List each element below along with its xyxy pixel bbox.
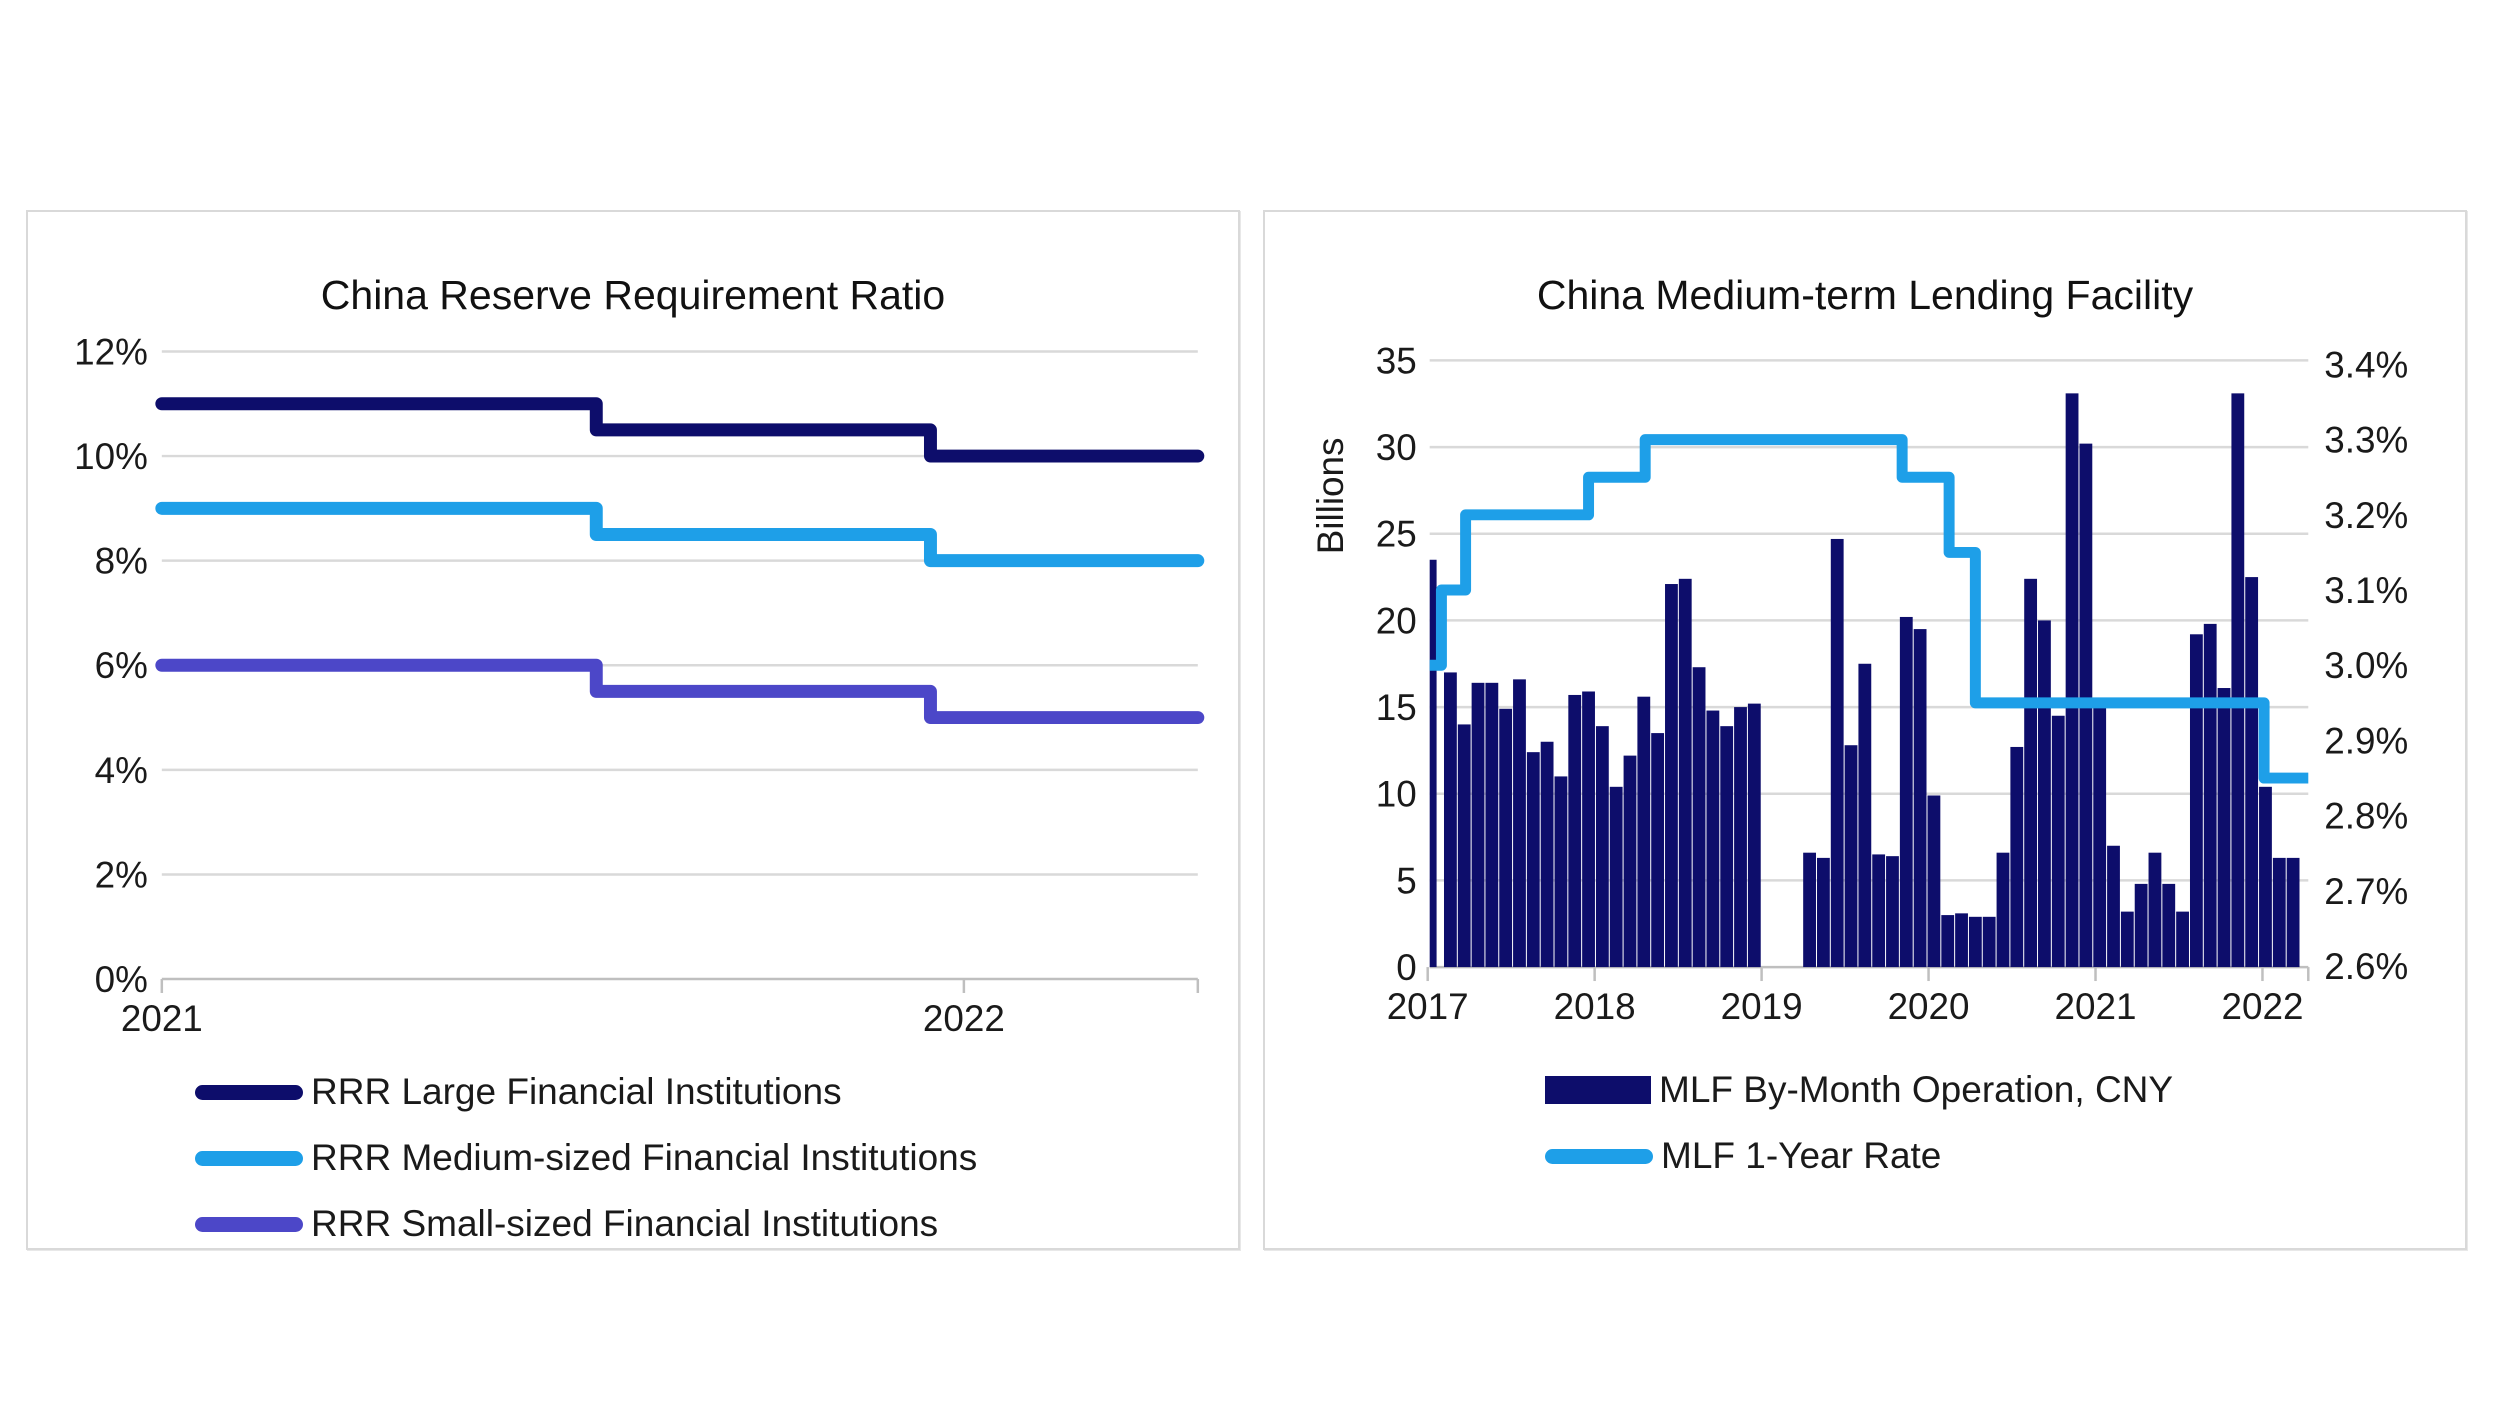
svg-text:30: 30 <box>1376 427 1417 468</box>
svg-text:2.8%: 2.8% <box>2324 796 2408 837</box>
svg-text:3.3%: 3.3% <box>2324 420 2408 461</box>
rrr-medium-legend-label: RRR Medium-sized Financial Institutions <box>311 1137 978 1178</box>
svg-text:10: 10 <box>1376 774 1417 815</box>
svg-text:2021: 2021 <box>2055 986 2137 1027</box>
svg-text:12%: 12% <box>74 331 148 372</box>
svg-text:3.0%: 3.0% <box>2324 645 2408 686</box>
svg-text:15: 15 <box>1376 687 1417 728</box>
mlf-bar-swatch-icon <box>1545 1076 1651 1104</box>
svg-text:20: 20 <box>1376 600 1417 641</box>
svg-text:6%: 6% <box>95 645 148 686</box>
svg-text:2020: 2020 <box>1888 986 1970 1027</box>
svg-text:2.6%: 2.6% <box>2324 946 2408 987</box>
svg-text:0: 0 <box>1396 947 1417 988</box>
svg-text:0%: 0% <box>95 959 148 1000</box>
svg-text:8%: 8% <box>95 541 148 582</box>
legend-row-rrr-medium: RRR Medium-sized Financial Institutions <box>195 1137 978 1178</box>
legend-row-rrr-small: RRR Small-sized Financial Institutions <box>195 1203 977 1244</box>
mlf-legend: MLF By-Month Operation, CNY MLF 1-Year R… <box>1545 1069 2174 1202</box>
legend-row-mlf-bars: MLF By-Month Operation, CNY <box>1545 1069 2174 1110</box>
svg-text:10%: 10% <box>74 436 148 477</box>
svg-text:2022: 2022 <box>923 998 1005 1039</box>
mlf-chart-title: China Medium-term Lending Facility <box>1536 272 2194 318</box>
rrr-small-line-swatch-icon <box>195 1216 303 1232</box>
svg-text:2021: 2021 <box>121 998 203 1039</box>
svg-text:2017: 2017 <box>1387 986 1469 1027</box>
mlf-plot-area: 35 30 25 20 15 10 5 0 3.4% 3.3% 3.2% 3.1% 3.0% 2.9% 2.… <box>1310 340 2408 1027</box>
svg-text:4%: 4% <box>95 750 148 791</box>
rrr-legend: RRR Large Financial Institutions RRR Med… <box>195 1071 978 1270</box>
svg-text:2.7%: 2.7% <box>2324 871 2408 912</box>
svg-text:3.1%: 3.1% <box>2324 570 2408 611</box>
mlf-rate-legend-label: MLF 1-Year Rate <box>1661 1135 1942 1176</box>
rrr-large-line-swatch-icon <box>195 1084 303 1100</box>
rrr-chart-title: China Reserve Requirement Ratio <box>320 272 946 318</box>
rrr-small-legend-label: RRR Small-sized Financial Institutions <box>311 1203 939 1244</box>
svg-text:2019: 2019 <box>1721 986 1803 1027</box>
svg-text:2022: 2022 <box>2221 986 2303 1027</box>
svg-text:2.9%: 2.9% <box>2324 720 2408 761</box>
rrr-plot-area: 12% 10% 8% 6% 4% 2% 0%2021 2022 <box>74 331 1205 1039</box>
svg-text:Billions: Billions <box>1310 438 1351 555</box>
svg-text:2018: 2018 <box>1554 986 1636 1027</box>
mlf-rate-line-swatch-icon <box>1545 1148 1653 1164</box>
mlf-chart-panel: 35 30 25 20 15 10 5 0 3.4% 3.3% 3.2% 3.1% 3.0% 2.9% 2.… <box>1263 210 2467 1250</box>
rrr-medium-line-swatch-icon <box>195 1150 303 1166</box>
mlf-bar-legend-label: MLF By-Month Operation, CNY <box>1659 1069 2174 1110</box>
svg-text:3.4%: 3.4% <box>2324 344 2408 385</box>
rrr-large-legend-label: RRR Large Financial Institutions <box>311 1071 842 1112</box>
legend-row-rrr-large: RRR Large Financial Institutions <box>195 1071 977 1112</box>
svg-text:35: 35 <box>1376 340 1417 381</box>
svg-text:3.2%: 3.2% <box>2324 495 2408 536</box>
rrr-chart-panel: 12% 10% 8% 6% 4% 2% 0% 2021 2022 China Reserve R… <box>26 210 1240 1250</box>
svg-text:2%: 2% <box>95 854 148 895</box>
legend-row-mlf-rate: MLF 1-Year Rate <box>1545 1135 2173 1176</box>
svg-text:25: 25 <box>1376 514 1417 555</box>
svg-text:5: 5 <box>1396 860 1417 901</box>
